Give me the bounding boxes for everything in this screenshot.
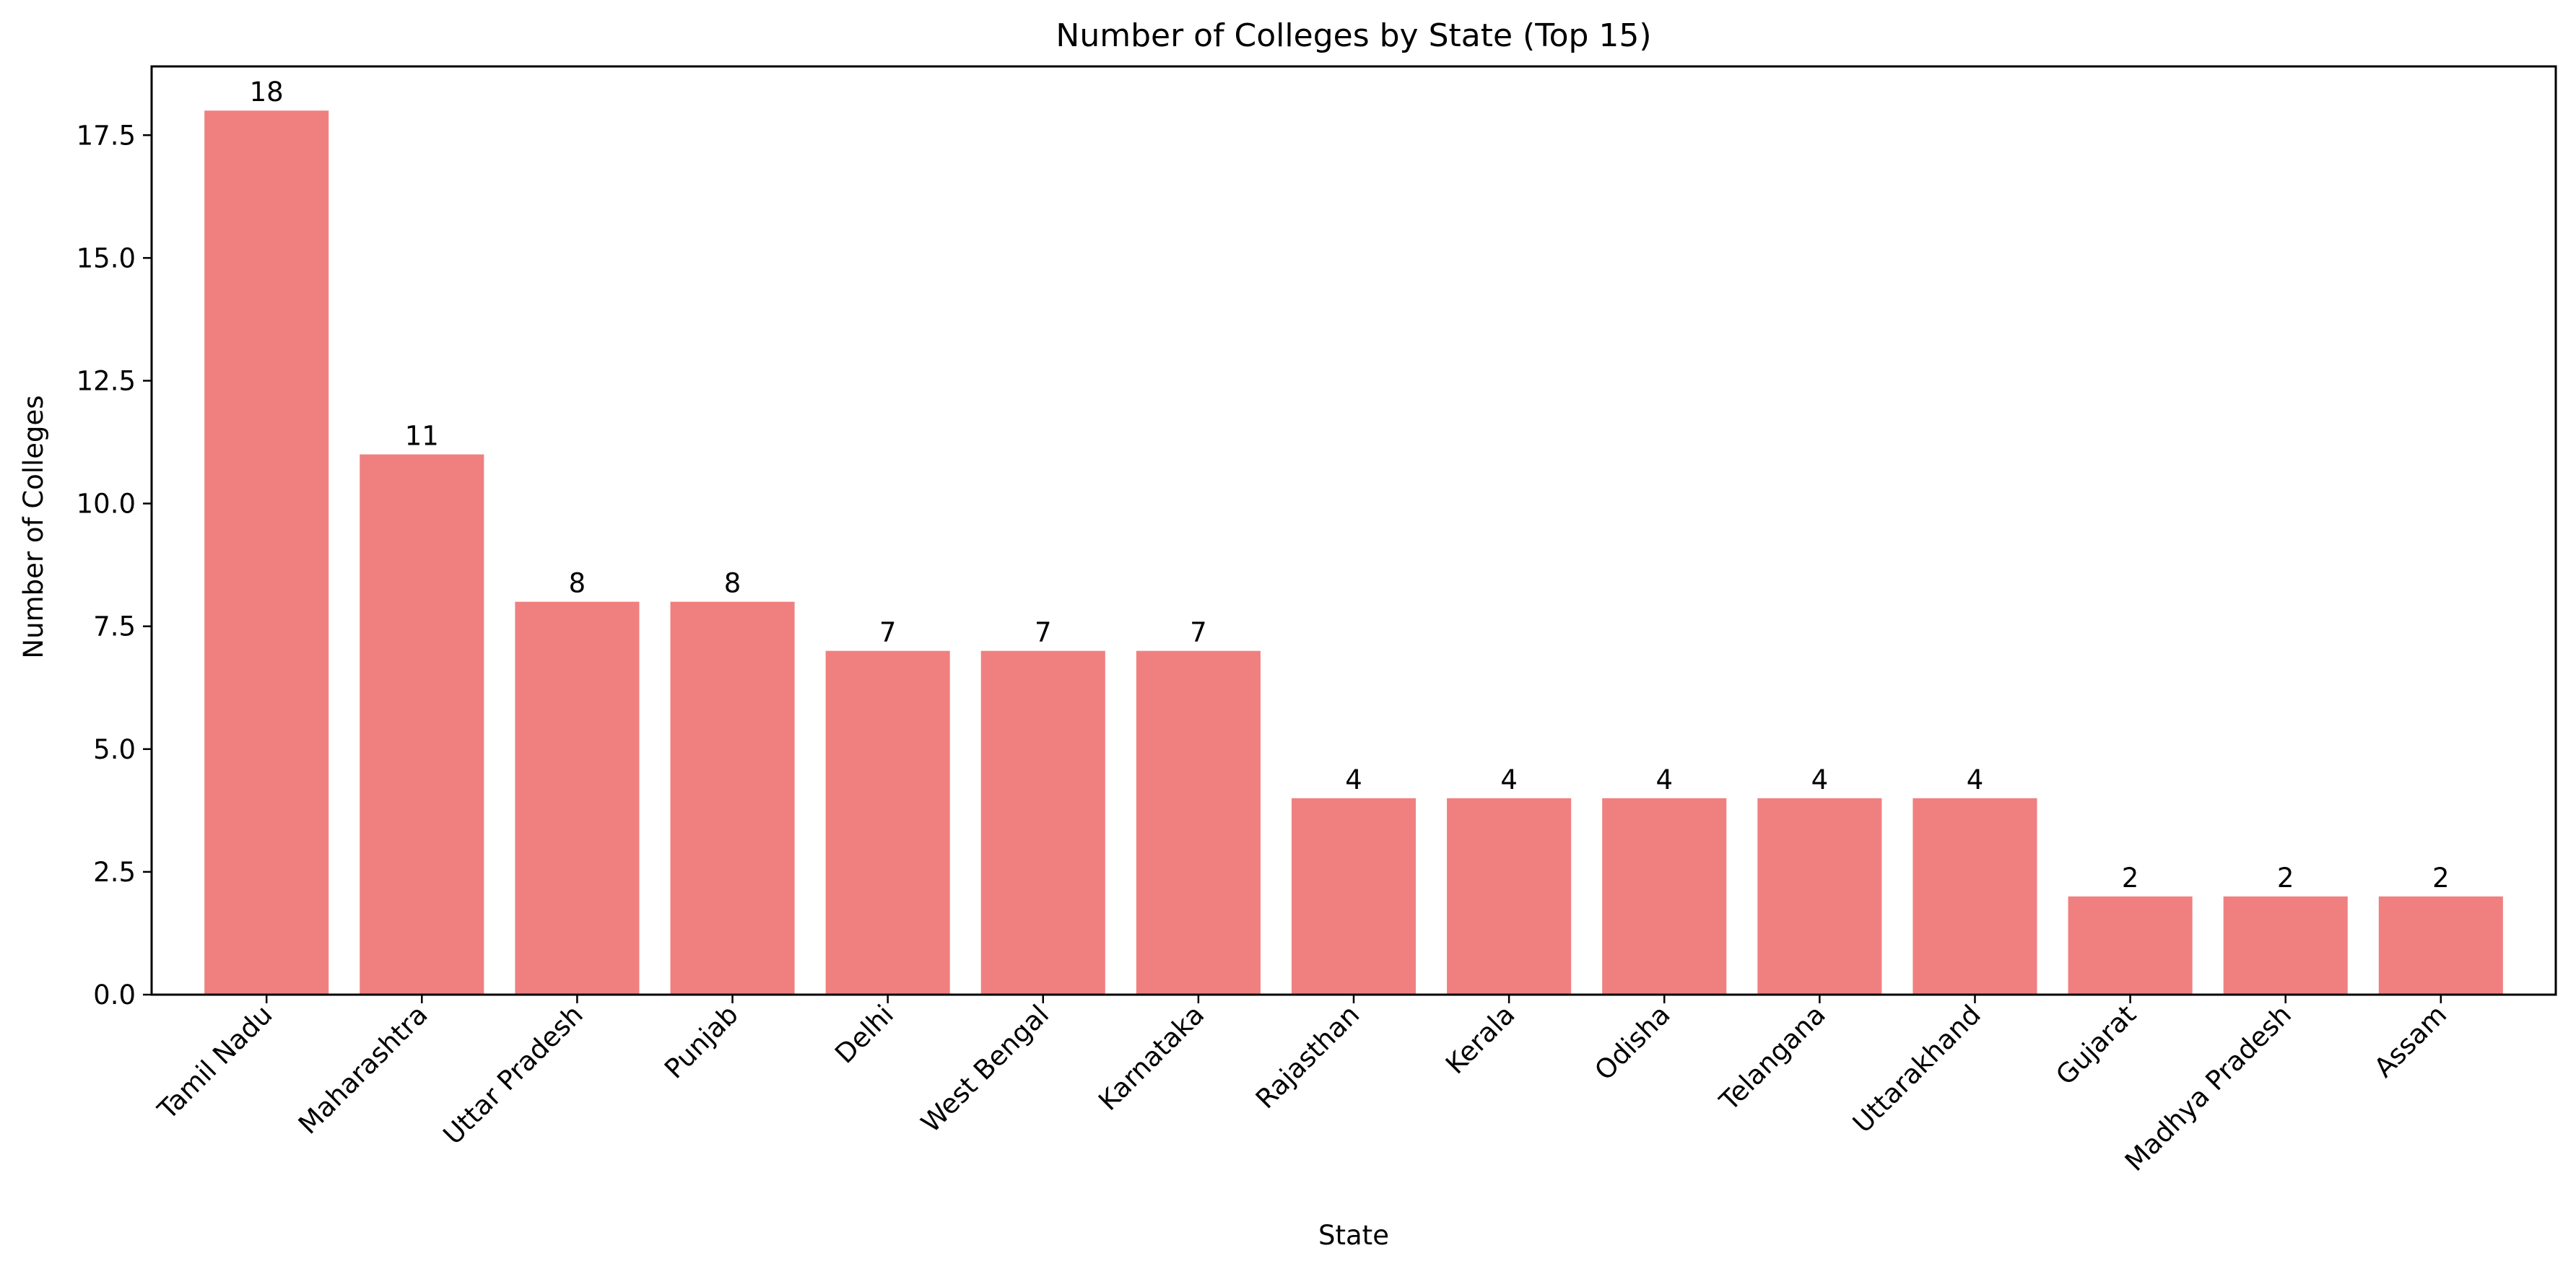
- bar-maharashtra: [360, 454, 484, 995]
- data-label: 4: [1500, 764, 1518, 795]
- bar-gujarat: [2068, 896, 2193, 995]
- data-label: 2: [2122, 863, 2139, 894]
- bar-west-bengal: [980, 650, 1105, 995]
- bar-madhya-pradesh: [2223, 896, 2348, 995]
- x-axis-label: State: [1318, 1220, 1389, 1251]
- data-label: 8: [569, 568, 586, 599]
- data-labels-layer: 18 11 8 8 7 7 7 4 4 4 4 4 2 2 2: [250, 77, 2450, 894]
- y-tick-label: 17.5: [77, 120, 136, 151]
- bar-tamil-nadu: [204, 110, 329, 995]
- data-label: 18: [250, 77, 284, 108]
- bar-delhi: [825, 650, 950, 995]
- data-label: 4: [1967, 764, 1984, 795]
- chart-title: Number of Colleges by State (Top 15): [1056, 17, 1651, 54]
- y-tick-label: 7.5: [93, 611, 136, 642]
- bar-rajasthan: [1291, 798, 1417, 995]
- bar-karnataka: [1136, 650, 1261, 995]
- y-tick-label: 12.5: [77, 365, 136, 396]
- bar-kerala: [1447, 798, 1572, 995]
- y-tick-label: 5.0: [93, 734, 136, 765]
- data-label: 7: [1190, 617, 1207, 648]
- bar-odisha: [1602, 798, 1727, 995]
- bar-uttar-pradesh: [515, 601, 640, 995]
- bar-telangana: [1757, 798, 1882, 995]
- bar-uttarakhand: [1913, 798, 2037, 995]
- bars-layer: [204, 110, 2503, 995]
- y-tick-label: 10.0: [77, 489, 136, 520]
- data-label: 4: [1655, 764, 1673, 795]
- bar-punjab: [670, 601, 795, 995]
- bar-assam: [2378, 896, 2503, 995]
- data-label: 11: [405, 421, 439, 452]
- data-label: 7: [1035, 617, 1052, 648]
- data-label: 2: [2432, 863, 2450, 894]
- y-tick-label: 2.5: [93, 857, 136, 888]
- y-tick-label: 15.0: [77, 243, 136, 274]
- data-label: 2: [2277, 863, 2294, 894]
- y-tick-label: 0.0: [93, 980, 136, 1011]
- data-label: 4: [1345, 764, 1362, 795]
- data-label: 4: [1811, 764, 1829, 795]
- y-ticks-layer: 0.0 2.5 5.0 7.5 10.0 12.5 15.0 17.5: [77, 120, 152, 1011]
- data-label: 7: [879, 617, 897, 648]
- data-label: 8: [724, 568, 741, 599]
- y-axis-label: Number of Colleges: [18, 395, 49, 658]
